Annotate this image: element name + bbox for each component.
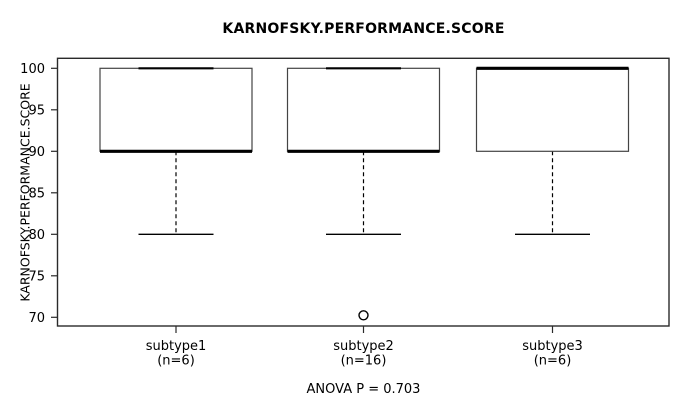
y-tick-label: 70	[28, 311, 45, 326]
y-tick-label: 100	[20, 62, 45, 77]
y-tick-label: 85	[28, 186, 45, 201]
iqr-box	[475, 67, 630, 152]
outlier-point	[358, 310, 369, 321]
group-sublabel: (n=6)	[534, 354, 572, 369]
group-label: subtype2	[333, 339, 394, 354]
y-axis-title: KARNOFSKY.PERFORMANCE.SCORE	[17, 83, 33, 302]
group-sublabel: (n=16)	[341, 354, 387, 369]
group-label: subtype3	[522, 339, 583, 354]
iqr-box	[286, 67, 441, 152]
y-tick-label: 95	[28, 103, 45, 118]
anova-p-footnote: ANOVA P = 0.703	[306, 382, 421, 397]
iqr-box	[99, 67, 253, 152]
group-label: subtype1	[146, 339, 207, 354]
y-tick-label: 90	[28, 145, 45, 160]
y-tick-label: 80	[28, 228, 45, 243]
y-tick-label: 75	[28, 269, 45, 284]
group-sublabel: (n=6)	[157, 354, 195, 369]
chart-title: KARNOFSKY.PERFORMANCE.SCORE	[222, 21, 505, 37]
